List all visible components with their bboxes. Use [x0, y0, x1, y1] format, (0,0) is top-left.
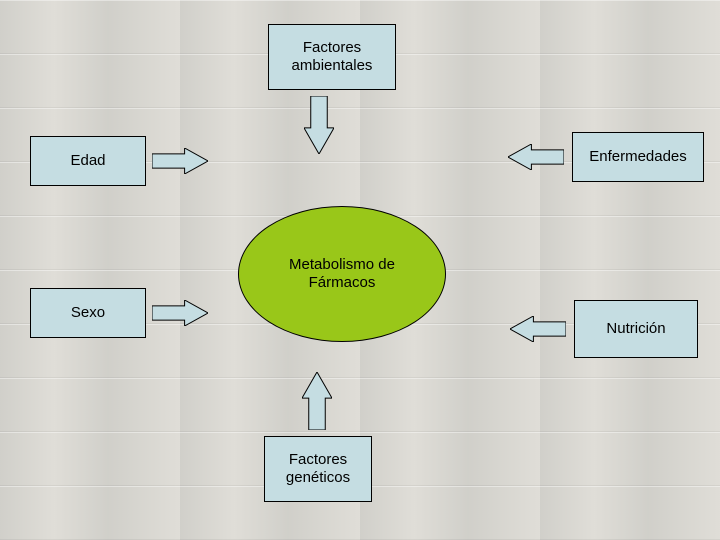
- box-bottom-label: Factoresgenéticos: [286, 451, 350, 487]
- arrow-bottom: [302, 372, 332, 430]
- arrow-right2: [510, 316, 566, 342]
- box-left2-label: Sexo: [71, 304, 105, 322]
- box-right1: Enfermedades: [572, 132, 704, 182]
- box-right2: Nutrición: [574, 300, 698, 358]
- center-ellipse: Metabolismo deFármacos: [238, 206, 446, 342]
- box-left1: Edad: [30, 136, 146, 186]
- box-right1-label: Enfermedades: [589, 148, 687, 166]
- arrow-left1: [152, 148, 208, 174]
- center-label: Metabolismo deFármacos: [289, 256, 395, 292]
- box-left2: Sexo: [30, 288, 146, 338]
- arrow-top: [304, 96, 334, 154]
- box-top: Factoresambientales: [268, 24, 396, 90]
- box-left1-label: Edad: [70, 152, 105, 170]
- box-bottom: Factoresgenéticos: [264, 436, 372, 502]
- box-right2-label: Nutrición: [606, 320, 665, 338]
- box-top-label: Factoresambientales: [292, 39, 373, 75]
- arrow-right1: [508, 144, 564, 170]
- arrow-left2: [152, 300, 208, 326]
